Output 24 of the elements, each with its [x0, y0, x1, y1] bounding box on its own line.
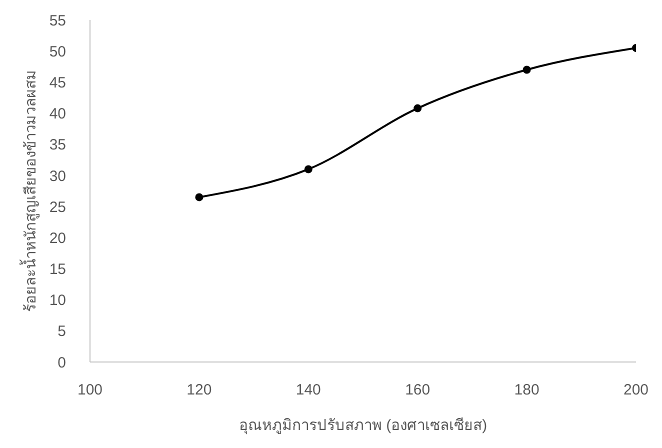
x-tick-label: 160: [405, 382, 430, 399]
y-tick-label: 45: [49, 74, 66, 92]
y-tick-label: 0: [58, 354, 66, 372]
x-tick-label: 100: [77, 382, 103, 399]
y-tick-label: 10: [49, 292, 66, 310]
point: [304, 165, 312, 174]
y-tick-label: 40: [49, 106, 66, 123]
x-tick-label: 180: [514, 382, 540, 399]
point: [522, 66, 531, 74]
x-tick-label: 120: [186, 382, 212, 399]
y-tick-label: 50: [49, 43, 66, 60]
point: [195, 193, 204, 202]
y-axis-title: ร้อยละน้ำหนักสูญเสียของข้าวมวลผสม: [19, 70, 40, 312]
y-tick-label: 5: [58, 323, 66, 340]
x-tick-label: 200: [623, 382, 649, 399]
y-tick-label: 30: [49, 168, 66, 185]
y-tick-label: 25: [49, 198, 66, 216]
y-tick-label: 15: [49, 261, 66, 278]
y-tick-label: 35: [49, 136, 66, 154]
y-tick-label: 55: [49, 12, 66, 30]
x-tick-label: 140: [296, 382, 321, 399]
x-axis-title: อุณหภูมิการปรับสภาพ (องศาเซลเซียส): [238, 417, 488, 435]
point: [414, 104, 422, 112]
y-tick-label: 20: [49, 230, 66, 247]
